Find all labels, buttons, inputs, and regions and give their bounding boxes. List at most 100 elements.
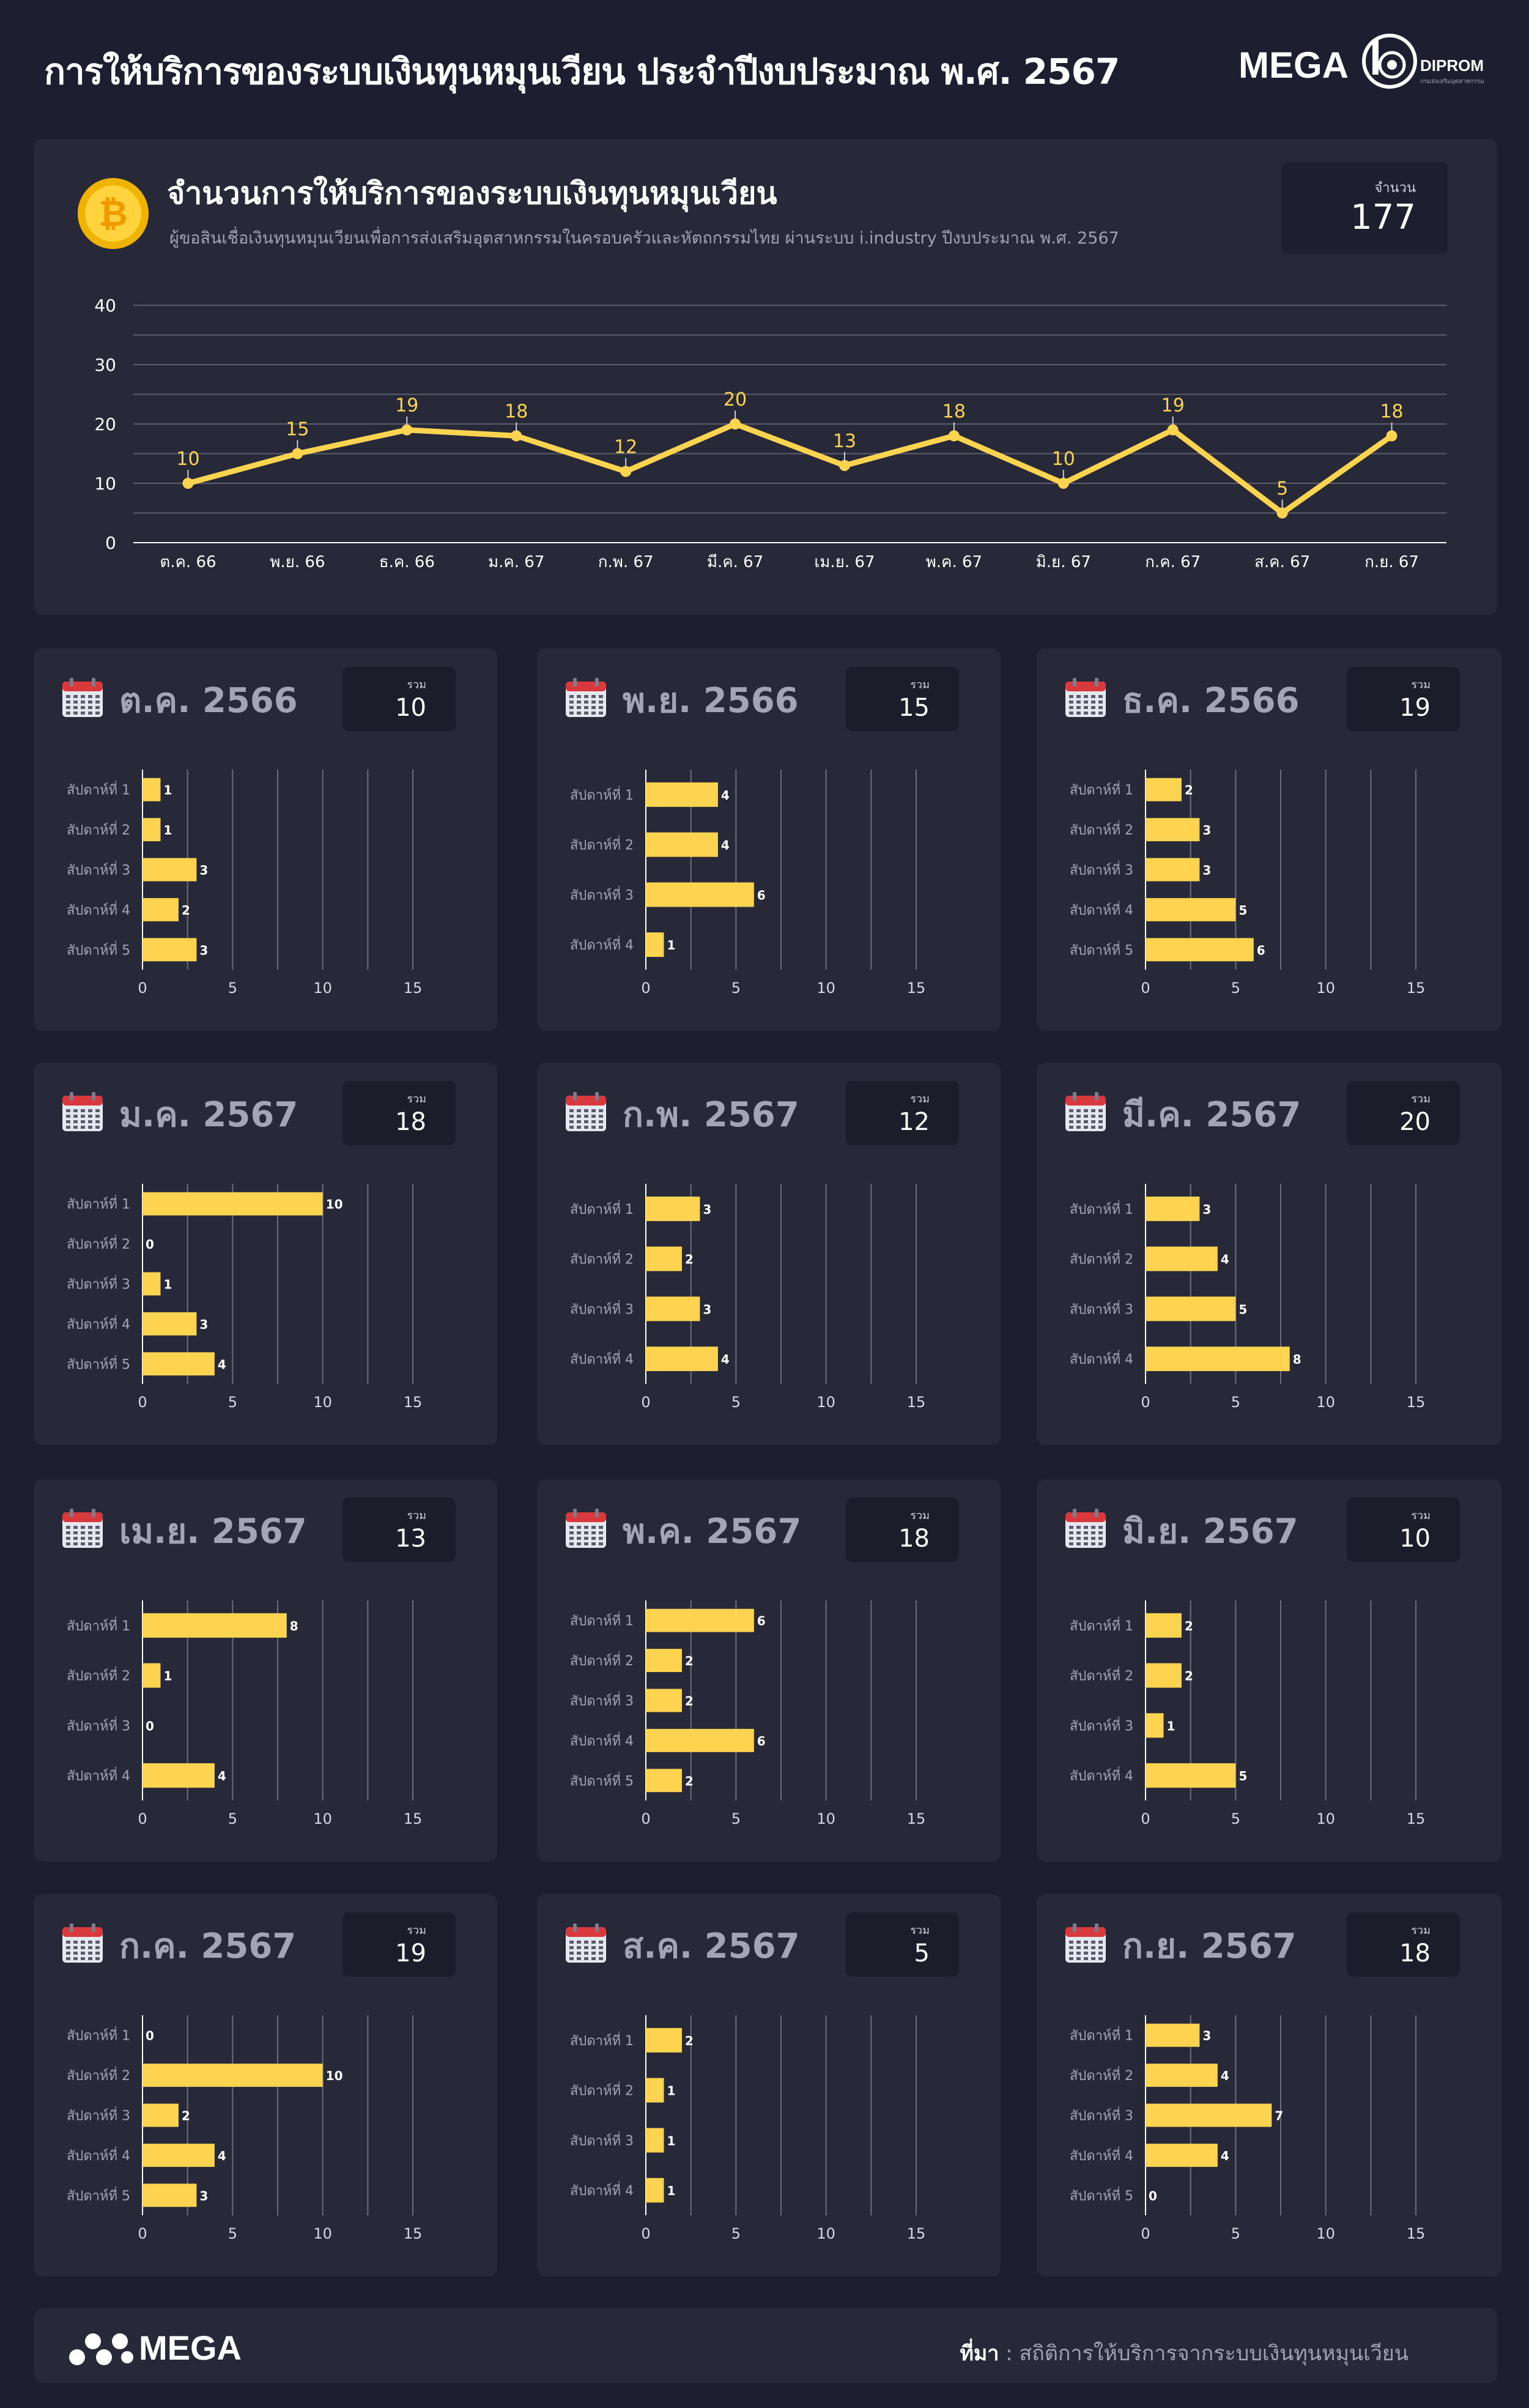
x-tick-label: ต.ค. 66 [160,553,216,571]
source-label: ที่มา [960,2341,999,2366]
data-point [948,430,960,442]
x-tick-label: 15 [907,1810,926,1827]
y-tick-label: สัปดาห์ที่ 5 [67,940,130,958]
bar-value-label: 2 [685,2034,694,2048]
y-tick-label: 20 [94,414,116,434]
x-tick-label: 5 [1231,2225,1240,2242]
x-tick-label: 15 [1407,2225,1426,2242]
bar-value-label: 2 [1185,1619,1193,1633]
month-total-value: 19 [1399,694,1431,722]
y-tick-label: สัปดาห์ที่ 1 [1070,781,1133,798]
data-label: 18 [942,401,966,422]
month-total-label: รวม [407,1509,426,1522]
diprom-logo-text: DIPROM [1420,56,1484,75]
x-tick-label: มี.ค. 67 [707,553,763,571]
x-tick-label: 0 [1141,2225,1150,2242]
y-tick-label: สัปดาห์ที่ 5 [570,1771,634,1789]
bar-value-label: 5 [1238,1302,1247,1317]
footer-brand: MEGA [139,2328,242,2367]
x-tick-label: ม.ค. 67 [488,553,544,571]
month-panel: ส.ค. 2567 รวม 5 0 5 10 15 สัปดาห์ที่ 1 2 สัปดาห์ท… [537,1894,1001,2276]
summary-title: จำนวนการให้บริการของระบบเงินทุนหมุนเวียน [167,176,777,211]
x-tick-label: พ.ย. 66 [270,553,325,571]
y-tick-label: สัปดาห์ที่ 1 [67,1195,130,1213]
calendar-icon [1065,678,1106,717]
bar [143,1192,323,1216]
total-label: จำนวน [1374,180,1416,196]
month-total-label: รวม [1411,1924,1431,1937]
x-tick-label: 15 [907,1394,926,1411]
month-title: ธ.ค. 2566 [1122,681,1300,721]
bar-value-label: 0 [146,1719,154,1733]
bar-value-label: 6 [757,1734,766,1748]
bar [646,882,754,907]
x-tick-label: 15 [1407,1394,1426,1411]
x-tick-label: 5 [1231,1810,1240,1827]
bar [646,1196,700,1221]
weekly-bar-chart: 0 5 10 15 สัปดาห์ที่ 1 10 สัปดาห์ที่ 2 0 สัปดาห์… [67,1184,422,1411]
data-point [1276,507,1288,519]
summary-panel: ₿ จำนวนการให้บริการของระบบเงินทุนหมุนเวี… [34,139,1497,615]
x-tick-label: ก.พ. 67 [598,553,654,571]
bar [1146,1713,1164,1738]
weekly-bar-chart: 0 5 10 15 สัปดาห์ที่ 1 1 สัปดาห์ที่ 2 1 สัปดาห์ท… [67,770,422,997]
bar [143,1663,161,1688]
y-tick-label: สัปดาห์ที่ 2 [570,836,634,853]
bar [1146,1196,1200,1221]
bar [1146,1613,1182,1638]
weekly-bar-chart: 0 5 10 15 สัปดาห์ที่ 1 8 สัปดาห์ที่ 2 1 สัปดาห์ท… [67,1600,422,1827]
bar-value-label: 5 [1238,903,1247,918]
calendar-icon [62,678,103,717]
y-tick-label: สัปดาห์ที่ 3 [570,2131,634,2149]
y-tick-label: สัปดาห์ที่ 4 [1070,901,1133,918]
month-panel: เม.ย. 2567 รวม 13 0 5 10 15 สัปดาห์ที่ 1 8 สัปดาห… [34,1479,497,1862]
bar [1146,778,1182,801]
x-tick-label: 5 [228,979,237,997]
y-tick-label: สัปดาห์ที่ 1 [570,2031,634,2049]
month-total-box: รวม 18 [846,1498,959,1562]
x-tick-label: 5 [731,2225,741,2242]
bar [143,2183,197,2207]
calendar-icon [62,1092,103,1131]
y-tick-label: สัปดาห์ที่ 1 [1070,1616,1133,1634]
weekly-bar-chart: 0 5 10 15 สัปดาห์ที่ 1 3 สัปดาห์ที่ 2 2 สัปดาห์ท… [570,1184,926,1411]
calendar-icon [566,678,606,717]
y-tick-label: สัปดาห์ที่ 1 [1070,2026,1133,2044]
weekly-bar-chart: 0 5 10 15 สัปดาห์ที่ 1 4 สัปดาห์ที่ 2 4 สัปดาห์ท… [570,770,926,997]
bar [646,1728,754,1752]
month-total-box: รวม 15 [846,667,959,731]
y-tick-label: สัปดาห์ที่ 3 [1070,861,1133,879]
bar-value-label: 7 [1275,2109,1283,2124]
bar-value-label: 1 [667,938,675,953]
data-point [1167,424,1179,436]
bar [143,1763,215,1788]
bar-value-label: 3 [1202,2029,1211,2043]
data-point [1386,430,1398,442]
mega-logo-text: MEGA [1238,45,1349,86]
y-tick-label: สัปดาห์ที่ 3 [67,1275,130,1293]
page-title: การให้บริการของระบบเงินทุนหมุนเวียน ประจ… [44,51,1120,92]
y-tick-label: สัปดาห์ที่ 2 [570,1651,634,1669]
month-total-label: รวม [910,1924,930,1937]
bar-value-label: 1 [667,2183,675,2198]
month-total-box: รวม 5 [846,1912,959,1977]
calendar-icon [566,1923,606,1963]
month-title: พ.ค. 2567 [623,1512,802,1551]
bar-value-label: 4 [218,1357,226,1372]
bar [1146,1347,1290,1372]
bar-value-label: 4 [721,788,730,803]
x-tick-label: 0 [138,1810,147,1827]
x-tick-label: 10 [816,979,835,997]
bar-value-label: 4 [1221,1252,1229,1267]
y-tick-label: สัปดาห์ที่ 5 [67,1354,130,1372]
x-tick-label: 5 [731,979,741,997]
source-note: ที่มา : สถิติการให้บริการจากระบบเงินทุนห… [960,2336,1409,2369]
month-total-label: รวม [1411,678,1431,691]
weekly-bar-chart: 0 5 10 15 สัปดาห์ที่ 1 6 สัปดาห์ที่ 2 2 สัปดาห์ท… [570,1600,926,1827]
series-line [187,421,1394,516]
bar-value-label: 4 [1221,2149,1229,2163]
bar-value-label: 3 [1202,823,1211,838]
y-tick-label: สัปดาห์ที่ 4 [570,1731,634,1749]
y-tick-label: 30 [94,355,116,375]
x-tick-label: 15 [907,979,926,997]
